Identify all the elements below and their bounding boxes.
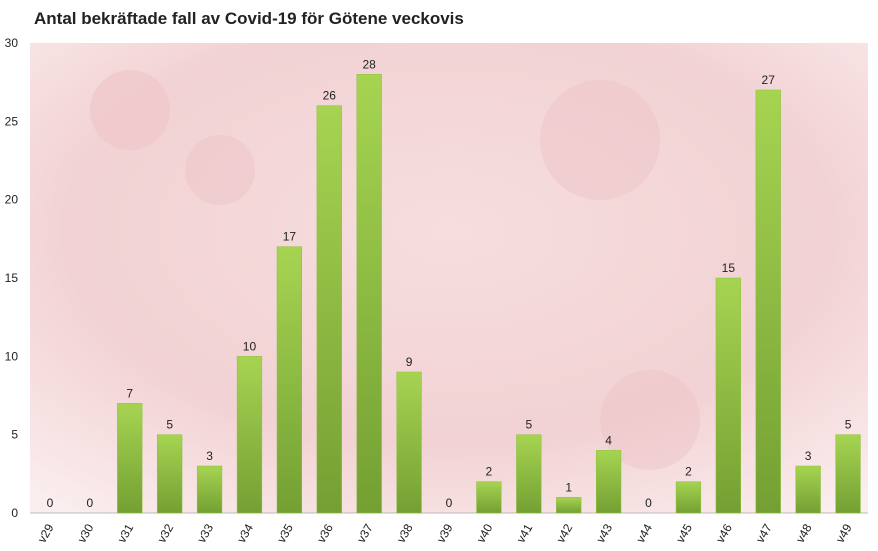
bar bbox=[236, 356, 263, 514]
bar bbox=[755, 89, 781, 514]
x-tick-label: v33 bbox=[194, 521, 216, 545]
bar bbox=[117, 403, 143, 514]
value-label: 5 bbox=[525, 418, 532, 432]
x-tick-label: v29 bbox=[35, 521, 57, 545]
bar bbox=[715, 277, 741, 514]
bar bbox=[795, 465, 821, 514]
x-tick-label: v42 bbox=[554, 521, 576, 545]
value-label: 28 bbox=[363, 57, 377, 71]
value-label: 2 bbox=[685, 465, 692, 479]
x-tick-label: v49 bbox=[833, 521, 855, 545]
x-tick-label: v38 bbox=[394, 521, 416, 545]
value-label: 3 bbox=[805, 449, 812, 463]
x-tick-label: v45 bbox=[673, 521, 695, 545]
x-tick-label: v48 bbox=[793, 521, 815, 545]
y-tick-label: 25 bbox=[5, 114, 19, 128]
chart-title: Antal bekräftade fall av Covid-19 för Gö… bbox=[34, 9, 464, 28]
y-tick-label: 30 bbox=[5, 36, 19, 50]
bar bbox=[516, 434, 542, 514]
bar bbox=[396, 371, 422, 514]
bar bbox=[276, 246, 303, 514]
x-tick-label: v46 bbox=[713, 521, 735, 545]
bar bbox=[595, 450, 622, 514]
bar bbox=[675, 481, 702, 514]
value-label: 5 bbox=[845, 418, 852, 432]
bar bbox=[356, 74, 382, 514]
decor bbox=[600, 370, 700, 470]
value-label: 15 bbox=[722, 261, 736, 275]
y-tick-label: 5 bbox=[11, 428, 18, 442]
value-label: 0 bbox=[47, 496, 54, 510]
y-tick-label: 10 bbox=[5, 349, 19, 363]
decor bbox=[540, 80, 660, 200]
value-label: 7 bbox=[126, 386, 133, 400]
y-tick-label: 20 bbox=[5, 193, 19, 207]
value-label: 0 bbox=[446, 496, 453, 510]
x-tick-label: v41 bbox=[514, 521, 536, 545]
bar bbox=[157, 434, 183, 514]
value-label: 10 bbox=[243, 339, 257, 353]
value-label: 2 bbox=[486, 465, 493, 479]
bar bbox=[835, 434, 861, 514]
bar bbox=[556, 497, 582, 514]
value-label: 3 bbox=[206, 449, 213, 463]
value-label: 17 bbox=[283, 230, 297, 244]
bar bbox=[476, 481, 502, 514]
y-tick-label: 0 bbox=[11, 506, 18, 520]
x-tick-label: v43 bbox=[593, 521, 615, 545]
value-label: 26 bbox=[323, 89, 337, 103]
value-label: 27 bbox=[762, 73, 776, 87]
x-tick-label: v40 bbox=[474, 521, 496, 545]
decor bbox=[90, 70, 170, 150]
value-label: 1 bbox=[565, 480, 572, 494]
x-tick-label: v31 bbox=[115, 521, 137, 545]
value-label: 9 bbox=[406, 355, 413, 369]
x-tick-label: v44 bbox=[633, 521, 655, 545]
value-label: 4 bbox=[605, 433, 612, 447]
x-tick-label: v34 bbox=[234, 521, 256, 545]
x-tick-label: v36 bbox=[314, 521, 336, 545]
x-tick-label: v39 bbox=[434, 521, 456, 545]
bar bbox=[196, 465, 223, 514]
decor bbox=[185, 135, 255, 205]
x-tick-label: v32 bbox=[154, 521, 176, 545]
value-label: 0 bbox=[645, 496, 652, 510]
bar bbox=[316, 105, 342, 514]
y-tick-label: 15 bbox=[5, 271, 19, 285]
value-label: 0 bbox=[87, 496, 94, 510]
x-tick-label: v37 bbox=[354, 521, 376, 545]
x-tick-label: v35 bbox=[274, 521, 296, 545]
x-tick-label: v47 bbox=[753, 521, 775, 545]
x-tick-label: v30 bbox=[75, 521, 97, 545]
value-label: 5 bbox=[166, 418, 173, 432]
